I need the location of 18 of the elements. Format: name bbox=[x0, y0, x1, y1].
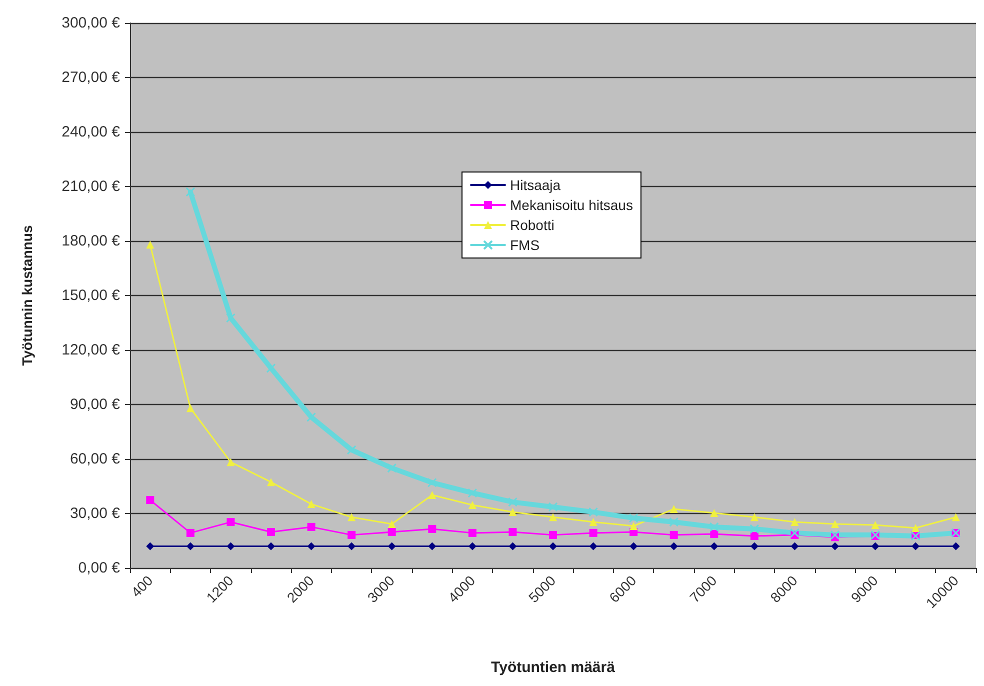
x-tick-label: 400 bbox=[128, 572, 156, 600]
y-tick-label: 180,00 € bbox=[62, 232, 121, 250]
y-tick-label: 90,00 € bbox=[70, 396, 121, 413]
y-tick-label: 150,00 € bbox=[62, 287, 121, 304]
y-tick-label: 120,00 € bbox=[62, 342, 121, 358]
legend-label: Robotti bbox=[510, 217, 554, 233]
legend-label: Mekanisoitu hitsaus bbox=[510, 197, 633, 213]
y-tick-label: 270,00 € bbox=[62, 69, 121, 86]
y-tick-label: 240,00 € bbox=[62, 124, 121, 140]
x-axis-title: Työtuntien määrä bbox=[491, 659, 616, 676]
y-axis-title: Työtunnin kustannus bbox=[19, 225, 35, 366]
y-tick-label: 0,00 € bbox=[78, 560, 121, 576]
y-tick-label: 30,00 € bbox=[70, 505, 121, 522]
y-tick-label: 210,00 € bbox=[62, 178, 121, 195]
y-tick-label: 300,00 € bbox=[62, 14, 121, 32]
legend-label: FMS bbox=[510, 237, 540, 253]
y-tick-label: 60,00 € bbox=[70, 450, 121, 468]
legend-label: Hitsaaja bbox=[510, 177, 561, 193]
